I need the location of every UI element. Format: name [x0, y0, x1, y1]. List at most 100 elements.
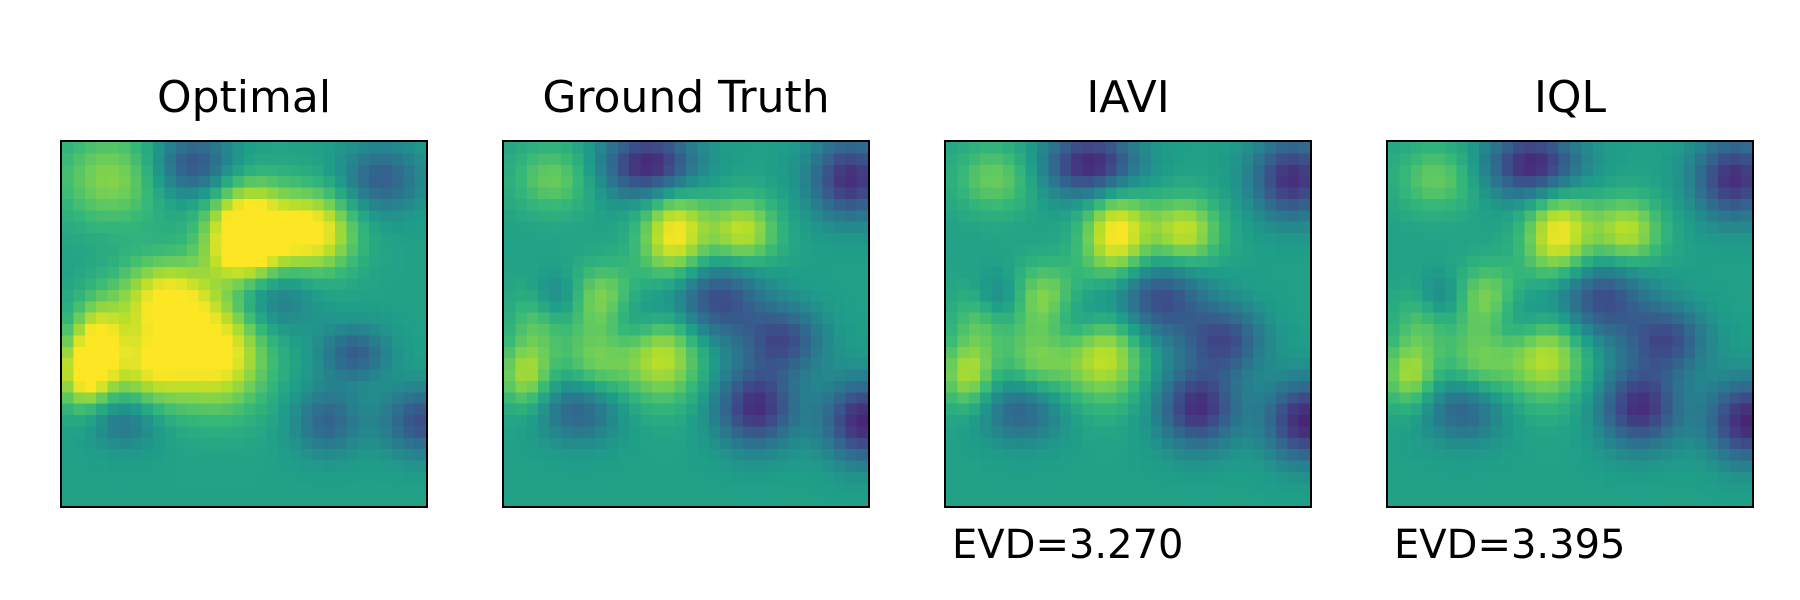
heatmap-cell	[708, 335, 721, 347]
heatmap-cell	[788, 369, 800, 382]
heatmap-cell	[1649, 301, 1662, 313]
heatmap-cell	[991, 198, 1004, 211]
heatmap-cell	[504, 449, 516, 461]
heatmap-cell	[1253, 267, 1265, 279]
heatmap-cell	[946, 437, 958, 450]
heatmap-cell	[720, 198, 732, 211]
heatmap-cell	[1535, 483, 1548, 495]
heatmap-cell	[278, 460, 290, 473]
heatmap-cell	[663, 437, 675, 450]
heatmap-cell	[1513, 267, 1525, 279]
heatmap-cell	[595, 289, 607, 302]
heatmap-cell	[164, 267, 176, 279]
heatmap-cell	[1592, 153, 1605, 165]
heatmap-cell	[1626, 358, 1639, 370]
heatmap-cell	[788, 392, 800, 404]
heatmap-cell	[1581, 164, 1593, 177]
heatmap-cell	[686, 198, 698, 211]
heatmap-cell	[1230, 198, 1242, 211]
heatmap-cell	[980, 244, 992, 256]
heatmap-cell	[1196, 278, 1208, 291]
heatmap-cell	[1116, 278, 1129, 291]
heatmap-cell	[1275, 267, 1288, 279]
heatmap-cell	[266, 426, 279, 438]
heatmap-cell	[1410, 449, 1423, 461]
heatmap-cell	[1139, 142, 1151, 154]
heatmap-cell	[1059, 494, 1072, 506]
heatmap-cell	[1399, 380, 1411, 393]
heatmap-cell	[153, 358, 165, 370]
heatmap-cell	[799, 210, 812, 222]
heatmap-cell	[765, 312, 778, 325]
heatmap-cell	[1433, 392, 1446, 404]
heatmap-cell	[515, 460, 527, 473]
heatmap-ground-truth	[502, 140, 870, 508]
heatmap-cell	[1626, 415, 1639, 427]
heatmap-cell	[1025, 324, 1038, 336]
heatmap-cell	[1082, 494, 1095, 506]
heatmap-cell	[968, 415, 981, 427]
heatmap-cell	[1059, 267, 1072, 279]
heatmap-cell	[1139, 415, 1151, 427]
heatmap-cell	[549, 233, 562, 245]
heatmap-cell	[1695, 289, 1707, 302]
heatmap-cell	[504, 471, 516, 484]
heatmap-cell	[1444, 221, 1457, 234]
heatmap-cell	[651, 289, 664, 302]
heatmap-cell	[686, 494, 698, 506]
heatmap-cell	[84, 278, 97, 291]
heatmap-cell	[1433, 198, 1446, 211]
heatmap-cell	[1410, 153, 1423, 165]
heatmap-cell	[1626, 153, 1639, 165]
heatmap-cell	[300, 403, 313, 416]
heatmap-cell	[1422, 346, 1434, 359]
heatmap-cell	[560, 142, 573, 154]
heatmap-cell	[833, 312, 846, 325]
heatmap-cell	[572, 221, 584, 234]
heatmap-cell	[583, 380, 596, 393]
heatmap-cell	[1048, 289, 1060, 302]
heatmap-cell	[946, 369, 958, 382]
heatmap-cell	[1581, 312, 1593, 325]
heatmap-cell	[1128, 153, 1140, 165]
heatmap-cell	[1649, 369, 1662, 382]
heatmap-cell	[991, 153, 1004, 165]
heatmap-cell	[1683, 187, 1696, 200]
heatmap-cell	[526, 335, 539, 347]
heatmap-cell	[1706, 437, 1719, 450]
heatmap-cell	[1048, 244, 1060, 256]
heatmap-cell	[742, 380, 755, 393]
heatmap-cell	[1014, 437, 1026, 450]
heatmap-cell	[629, 255, 641, 268]
heatmap-cell	[777, 392, 789, 404]
heatmap-cell	[1128, 483, 1140, 495]
heatmap-cell	[1105, 471, 1117, 484]
heatmap-cell	[606, 494, 618, 506]
heatmap-cell	[1547, 198, 1559, 211]
heatmap-cell	[856, 187, 868, 200]
heatmap-cell	[1695, 210, 1707, 222]
heatmap-cell	[560, 335, 573, 347]
heatmap-cell	[232, 312, 245, 325]
heatmap-cell	[1456, 369, 1468, 382]
heatmap-cell	[515, 289, 527, 302]
heatmap-cell	[380, 471, 393, 484]
heatmap-cell	[164, 403, 176, 416]
heatmap-cell	[369, 358, 381, 370]
heatmap-cell	[1638, 449, 1650, 461]
heatmap-cell	[1479, 449, 1491, 461]
heatmap-cell	[1638, 369, 1650, 382]
heatmap-cell	[1547, 210, 1559, 222]
heatmap-cell	[1513, 301, 1525, 313]
heatmap-cell	[153, 244, 165, 256]
heatmap-cell	[1717, 278, 1730, 291]
heatmap-cell	[1604, 335, 1616, 347]
heatmap-cell	[1638, 278, 1650, 291]
heatmap-cell	[187, 210, 199, 222]
heatmap-cell	[1150, 380, 1163, 393]
heatmap-cell	[1139, 221, 1151, 234]
heatmap-cell	[686, 153, 698, 165]
heatmap-cell	[1002, 164, 1015, 177]
heatmap-cell	[845, 335, 857, 347]
heatmap-cell	[560, 426, 573, 438]
